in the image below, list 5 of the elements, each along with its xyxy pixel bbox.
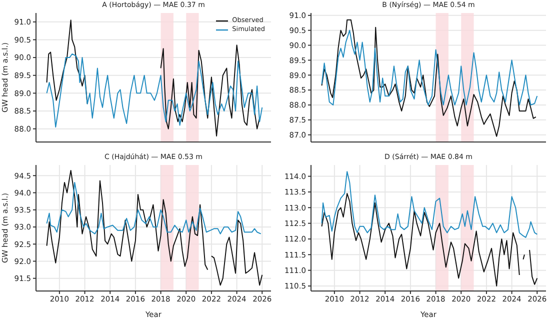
line-series <box>321 30 538 106</box>
line-series <box>46 182 262 234</box>
line-series <box>46 53 263 128</box>
line-series <box>321 19 536 137</box>
line-series <box>321 171 538 238</box>
